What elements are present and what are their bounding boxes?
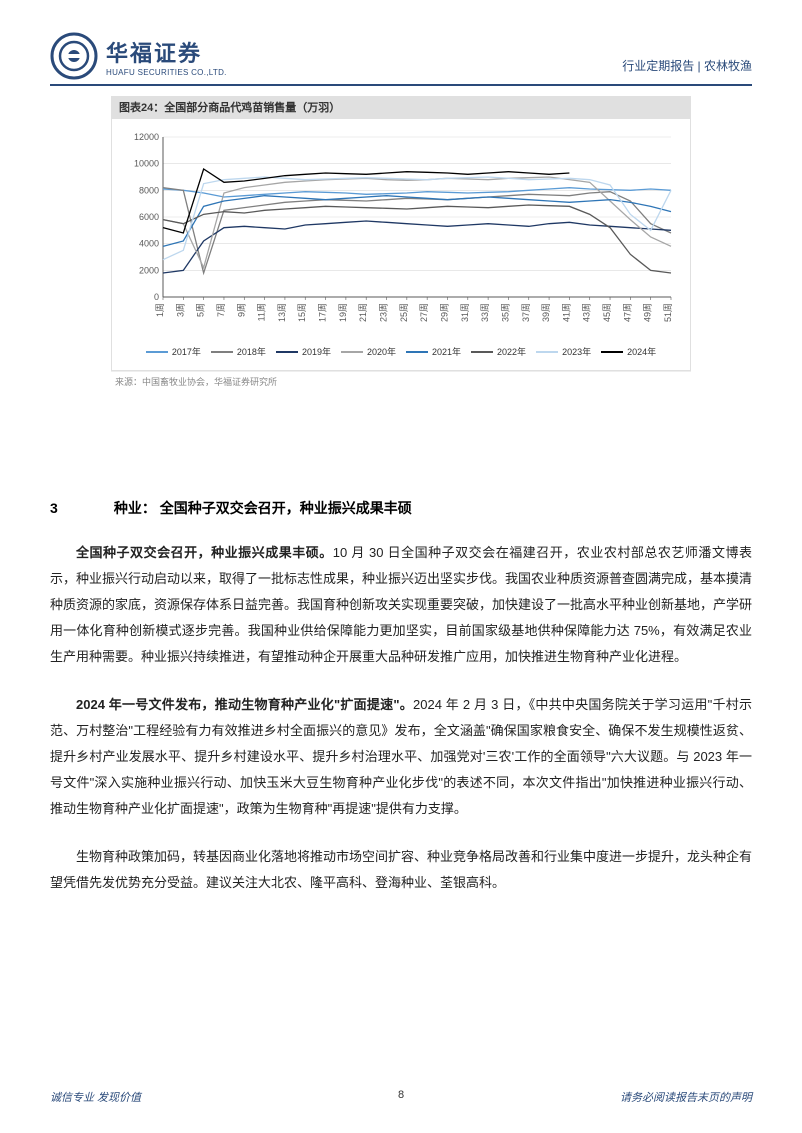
body-paragraph: 2024 年一号文件发布，推动生物育种产业化"扩面提速"。2024 年 2 月 …: [50, 692, 752, 822]
section-title: 种业： 全国种子双交会召开，种业振兴成果丰硕: [114, 500, 412, 516]
paragraph-text: 2024 年 2 月 3 日，《中共中央国务院关于学习运用"千村示范、万村整治"…: [50, 697, 752, 816]
svg-text:29周: 29周: [439, 303, 449, 322]
page-number: 8: [0, 1089, 802, 1101]
section-heading: 3 种业： 全国种子双交会召开，种业振兴成果丰硕: [50, 498, 752, 518]
legend-swatch: [211, 351, 233, 353]
legend-item: 2018年: [211, 345, 266, 358]
svg-text:12000: 12000: [134, 132, 159, 142]
legend-item: 2019年: [276, 345, 331, 358]
svg-text:49周: 49周: [643, 303, 653, 322]
logo-text-cn: 华福证券: [106, 36, 227, 68]
svg-text:19周: 19周: [338, 303, 348, 322]
svg-text:33周: 33周: [480, 303, 490, 322]
svg-text:37周: 37周: [521, 303, 531, 322]
figure-24: 图表24：全国部分商品代鸡苗销售量（万羽） 0 2000 4000 6000 8000 1…: [111, 96, 691, 388]
svg-text:35周: 35周: [500, 303, 510, 322]
svg-text:8000: 8000: [139, 185, 159, 195]
legend-label: 2024年: [627, 345, 656, 358]
legend-label: 2019年: [302, 345, 331, 358]
svg-text:27周: 27周: [419, 303, 429, 322]
section-number: 3: [50, 500, 110, 516]
chart-container: 0 2000 4000 6000 8000 10000 12000 1周 3周 5周 7周 9周 11周…: [111, 118, 691, 371]
legend-swatch: [406, 351, 428, 353]
legend-label: 2023年: [562, 345, 591, 358]
body-paragraph: 生物育种政策加码，转基因商业化落地将推动市场空间扩容、种业竞争格局改善和行业集中…: [50, 844, 752, 896]
paragraph-text: 生物育种政策加码，转基因商业化落地将推动市场空间扩容、种业竞争格局改善和行业集中…: [50, 849, 752, 890]
chart-legend: 2017年 2018年 2019年 2020年 2021年 2022年 2023年 2024年: [120, 339, 682, 364]
legend-swatch: [276, 351, 298, 353]
legend-swatch: [341, 351, 363, 353]
svg-text:5周: 5周: [196, 303, 206, 317]
logo: 华福证券 HUAFU SECURITIES CO.,LTD.: [50, 32, 227, 80]
legend-item: 2023年: [536, 345, 591, 358]
figure-title: 图表24：全国部分商品代鸡苗销售量（万羽）: [111, 96, 691, 118]
svg-text:45周: 45周: [602, 303, 612, 322]
svg-text:23周: 23周: [379, 303, 389, 322]
svg-text:17周: 17周: [318, 303, 328, 322]
header-category: 行业定期报告 | 农林牧渔: [622, 57, 752, 74]
paragraph-text: 10 月 30 日全国种子双交会在福建召开，农业农村部总农艺师潘文博表示，种业振…: [50, 545, 752, 664]
legend-label: 2017年: [172, 345, 201, 358]
body-paragraph: 全国种子双交会召开，种业振兴成果丰硕。10 月 30 日全国种子双交会在福建召开…: [50, 540, 752, 670]
svg-text:7周: 7周: [216, 303, 226, 317]
svg-text:25周: 25周: [399, 303, 409, 322]
svg-text:1周: 1周: [155, 303, 165, 317]
svg-text:2000: 2000: [139, 265, 159, 275]
svg-text:39周: 39周: [541, 303, 551, 322]
svg-text:31周: 31周: [460, 303, 470, 322]
svg-text:3周: 3周: [175, 303, 185, 317]
svg-text:21周: 21周: [358, 303, 368, 322]
legend-item: 2021年: [406, 345, 461, 358]
svg-text:15周: 15周: [297, 303, 307, 322]
svg-text:47周: 47周: [622, 303, 632, 322]
legend-item: 2022年: [471, 345, 526, 358]
figure-source: 来源：中国畜牧业协会，华福证券研究所: [111, 371, 691, 388]
legend-item: 2017年: [146, 345, 201, 358]
page-header: 华福证券 HUAFU SECURITIES CO.,LTD. 行业定期报告 | …: [50, 32, 752, 86]
line-chart: 0 2000 4000 6000 8000 10000 12000 1周 3周 5周 7周 9周 11周…: [120, 129, 682, 339]
svg-text:51周: 51周: [663, 303, 673, 322]
legend-swatch: [471, 351, 493, 353]
legend-swatch: [146, 351, 168, 353]
legend-item: 2020年: [341, 345, 396, 358]
company-logo-icon: [50, 32, 98, 80]
legend-item: 2024年: [601, 345, 656, 358]
svg-text:0: 0: [154, 292, 159, 302]
legend-label: 2018年: [237, 345, 266, 358]
svg-text:13周: 13周: [277, 303, 287, 322]
logo-text-en: HUAFU SECURITIES CO.,LTD.: [106, 68, 227, 77]
svg-text:6000: 6000: [139, 212, 159, 222]
svg-text:41周: 41周: [561, 303, 571, 322]
page-footer: 诚信专业 发现价值 8 请务必阅读报告末页的声明: [0, 1089, 802, 1105]
legend-label: 2022年: [497, 345, 526, 358]
paragraph-lead: 2024 年一号文件发布，推动生物育种产业化"扩面提速"。: [76, 697, 413, 712]
legend-swatch: [536, 351, 558, 353]
legend-swatch: [601, 351, 623, 353]
svg-text:10000: 10000: [134, 159, 159, 169]
svg-text:4000: 4000: [139, 239, 159, 249]
legend-label: 2020年: [367, 345, 396, 358]
paragraph-lead: 全国种子双交会召开，种业振兴成果丰硕。: [76, 545, 333, 560]
svg-text:9周: 9周: [236, 303, 246, 317]
body-content: 3 种业： 全国种子双交会召开，种业振兴成果丰硕 全国种子双交会召开，种业振兴成…: [50, 498, 752, 896]
legend-label: 2021年: [432, 345, 461, 358]
svg-text:11周: 11周: [257, 303, 267, 321]
svg-text:43周: 43周: [582, 303, 592, 322]
